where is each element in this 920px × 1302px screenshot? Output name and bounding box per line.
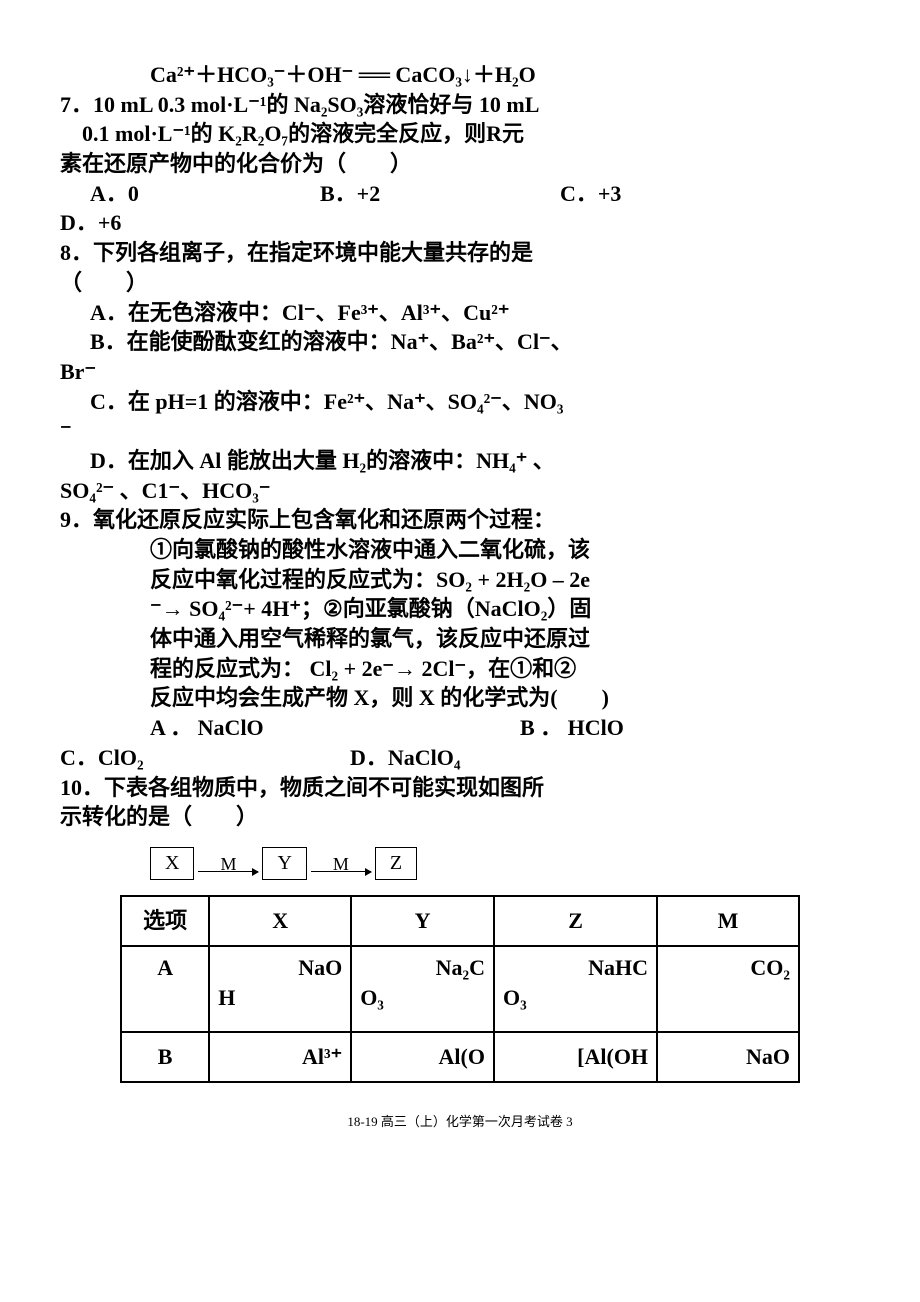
cell-b-y: Al(O bbox=[351, 1032, 494, 1082]
th-m: M bbox=[657, 896, 799, 946]
cell-b-m: NaO bbox=[657, 1032, 799, 1082]
cell-a-x: NaO H bbox=[209, 946, 351, 1032]
q9-opt-d: D．NaClO₄ bbox=[350, 743, 460, 773]
cell-b-x: Al³⁺ bbox=[209, 1032, 351, 1082]
q9-l1: ①向氯酸钠的酸性水溶液中通入二氧化硫，该 bbox=[60, 535, 860, 565]
q8-opt-d1: D．在加入 Al 能放出大量 H₂的溶液中：NH₄⁺ 、 bbox=[60, 446, 860, 476]
q9-opt-b: B ． HClO bbox=[520, 713, 624, 743]
q10-stem2: 示转化的是（ ） bbox=[60, 802, 860, 832]
diagram-box-y: Y bbox=[262, 847, 306, 880]
q8-opt-b1: B．在能使酚酞变红的溶液中：Na⁺、Ba²⁺、Cl⁻、 bbox=[60, 327, 860, 357]
equation-text: Ca²⁺＋HCO₃⁻＋OH⁻ ══ CaCO₃↓＋H₂O bbox=[150, 62, 536, 87]
table-row: A NaO H Na₂C O₃ NaHC O₃ CO₂ bbox=[121, 946, 799, 1032]
cell-a-z: NaHC O₃ bbox=[494, 946, 657, 1032]
q9: 9．氧化还原反应实际上包含氧化和还原两个过程： ①向氯酸钠的酸性水溶液中通入二氧… bbox=[60, 505, 860, 772]
cell-b-z: [Al(OH bbox=[494, 1032, 657, 1082]
equation-line: Ca²⁺＋HCO₃⁻＋OH⁻ ══ CaCO₃↓＋H₂O bbox=[60, 60, 860, 90]
th-y: Y bbox=[351, 896, 494, 946]
q8-opt-a: A．在无色溶液中：Cl⁻、Fe³⁺、Al³⁺、Cu²⁺ bbox=[60, 298, 860, 328]
q7-opt-c: C．+3 bbox=[560, 179, 621, 209]
diagram-box-z: Z bbox=[375, 847, 417, 880]
q7-line3: 素在还原产物中的化合价为（ ） bbox=[60, 149, 860, 179]
cell-a-m: CO₂ bbox=[657, 946, 799, 1032]
q10: 10．下表各组物质中，物质之间不可能实现如图所 示转化的是（ ） bbox=[60, 773, 860, 832]
q8: 8．下列各组离子，在指定环境中能大量共存的是 （ ） A．在无色溶液中：Cl⁻、… bbox=[60, 238, 860, 505]
q9-l3: ⁻→ SO₄²⁻+ 4H⁺；②向亚氯酸钠（NaClO₂）固 bbox=[60, 594, 860, 624]
q9-options-row1: A ． NaClO B ． HClO bbox=[60, 713, 860, 743]
q8-opt-c2: ⁻ bbox=[60, 416, 860, 446]
q8-stem1: 8．下列各组离子，在指定环境中能大量共存的是 bbox=[60, 238, 860, 268]
q8-opt-d2: SO₄²⁻ 、C1⁻、HCO₃⁻ bbox=[60, 476, 860, 506]
q7-options-row1: A．0 B．+2 C．+3 bbox=[60, 179, 860, 209]
cell-a-opt: A bbox=[121, 946, 209, 1032]
q7-line2: 0.1 mol·L⁻¹的 K₂R₂O₇的溶液完全反应，则R元 bbox=[60, 119, 860, 149]
q9-stem: 9．氧化还原反应实际上包含氧化和还原两个过程： bbox=[60, 505, 860, 535]
q8-opt-c1: C．在 pH=1 的溶液中：Fe²⁺、Na⁺、SO₄²⁻、NO₃ bbox=[60, 387, 860, 417]
th-option: 选项 bbox=[121, 896, 209, 946]
arrow-icon bbox=[198, 871, 258, 872]
diagram-arrow-1: M bbox=[198, 855, 258, 872]
cell-a-y: Na₂C O₃ bbox=[351, 946, 494, 1032]
q9-l5: 程的反应式为： Cl₂ + 2e⁻→ 2Cl⁻，在①和② bbox=[60, 654, 860, 684]
th-z: Z bbox=[494, 896, 657, 946]
transform-diagram: X M Y M Z bbox=[150, 847, 860, 880]
q7-line1: 7．10 mL 0.3 mol·L⁻¹的 Na₂SO₃溶液恰好与 10 mL bbox=[60, 90, 860, 120]
q9-options-row2: C．ClO₂ D．NaClO₄ bbox=[60, 743, 860, 773]
q9-l2: 反应中氧化过程的反应式为：SO₂ + 2H₂O – 2e bbox=[60, 565, 860, 595]
table-header-row: 选项 X Y Z M bbox=[121, 896, 799, 946]
q9-l4: 体中通入用空气稀释的氯气，该反应中还原过 bbox=[60, 624, 860, 654]
q9-l6: 反应中均会生成产物 X，则 X 的化学式为( ) bbox=[60, 683, 860, 713]
diagram-box-x: X bbox=[150, 847, 194, 880]
q7-opt-b: B．+2 bbox=[320, 179, 560, 209]
page-footer: 18-19 高三（上）化学第一次月考试卷 3 bbox=[60, 1113, 860, 1131]
q8-opt-b2: Br⁻ bbox=[60, 357, 860, 387]
arrow-icon bbox=[311, 871, 371, 872]
q8-stem2: （ ） bbox=[60, 268, 860, 298]
q10-table: 选项 X Y Z M A NaO H Na₂C O₃ NaHC O₃ CO₂ B… bbox=[120, 895, 800, 1083]
q7: 7．10 mL 0.3 mol·L⁻¹的 Na₂SO₃溶液恰好与 10 mL 0… bbox=[60, 90, 860, 238]
q10-stem1: 10．下表各组物质中，物质之间不可能实现如图所 bbox=[60, 773, 860, 803]
cell-b-opt: B bbox=[121, 1032, 209, 1082]
q7-opt-a: A．0 bbox=[60, 179, 320, 209]
q9-opt-c: C．ClO₂ bbox=[60, 743, 350, 773]
th-x: X bbox=[209, 896, 351, 946]
table-row: B Al³⁺ Al(O [Al(OH NaO bbox=[121, 1032, 799, 1082]
diagram-arrow-2: M bbox=[311, 855, 371, 872]
q9-opt-a: A ． NaClO bbox=[60, 713, 520, 743]
q7-opt-d: D．+6 bbox=[60, 208, 860, 238]
